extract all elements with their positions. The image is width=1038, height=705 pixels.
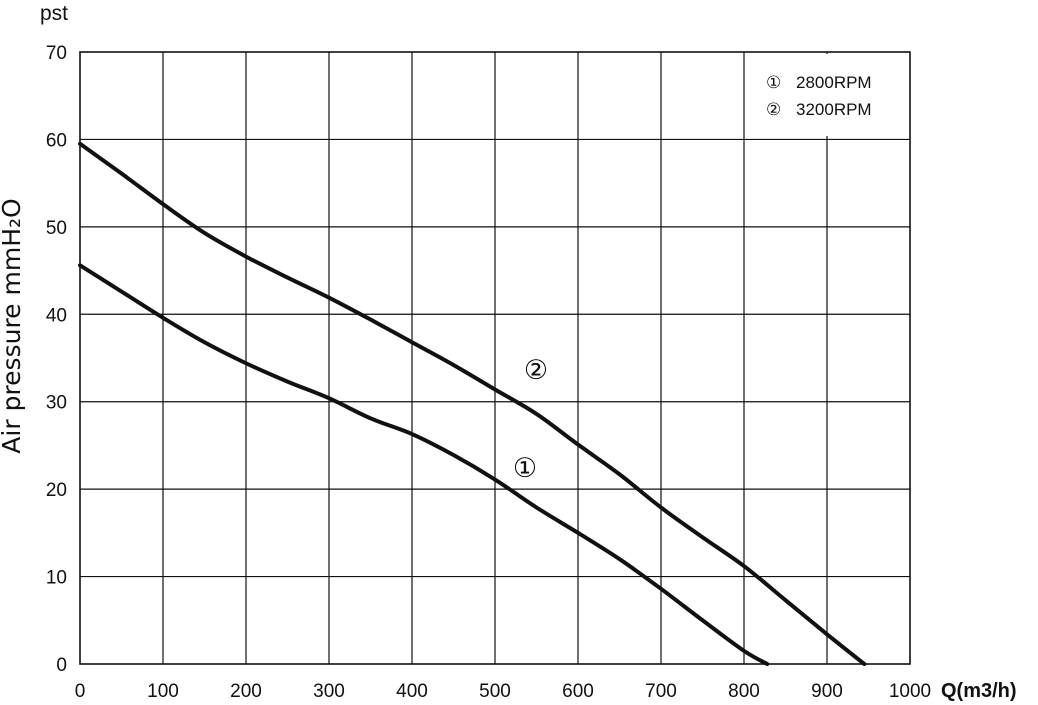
grid-lines bbox=[80, 52, 910, 664]
x-tick-label-900: 900 bbox=[811, 681, 843, 702]
x-tick-label-700: 700 bbox=[645, 681, 677, 702]
x-axis-title: Q(m3/h) bbox=[941, 680, 1017, 702]
y-tick-label-50: 50 bbox=[46, 218, 67, 239]
legend-marker-2: ② bbox=[766, 100, 781, 119]
x-tick-label-200: 200 bbox=[230, 681, 262, 702]
y-unit-label: pst bbox=[40, 2, 68, 25]
series-layer bbox=[78, 141, 867, 666]
y-tick-label-20: 20 bbox=[46, 480, 67, 501]
legend-background bbox=[748, 54, 908, 136]
legend: ① 2800RPM ② 3200RPM bbox=[766, 73, 872, 119]
x-tick-label-500: 500 bbox=[479, 681, 511, 702]
y-axis-title: Air pressure mmH₂O bbox=[0, 198, 26, 453]
x-tick-label-0: 0 bbox=[75, 681, 86, 702]
y-tick-label-30: 30 bbox=[46, 393, 67, 414]
series-line-2 bbox=[78, 141, 867, 666]
y-tick-label-0: 0 bbox=[56, 655, 67, 676]
legend-marker-1: ① bbox=[766, 73, 781, 92]
x-tick-label-100: 100 bbox=[147, 681, 179, 702]
x-tick-label-400: 400 bbox=[396, 681, 428, 702]
y-tick-label-40: 40 bbox=[46, 305, 67, 326]
x-tick-label-800: 800 bbox=[728, 681, 760, 702]
curve-label-2800rpm: ① bbox=[513, 453, 537, 484]
series-line-1 bbox=[78, 263, 770, 666]
x-tick-label-1000: 1000 bbox=[889, 681, 931, 702]
x-tick-labels: 0 100 200 300 400 500 600 700 800 900 1000 bbox=[75, 681, 931, 702]
y-tick-label-10: 10 bbox=[46, 568, 67, 589]
curve-label-3200rpm: ② bbox=[524, 355, 548, 386]
x-tick-label-300: 300 bbox=[313, 681, 345, 702]
y-tick-labels: 0 10 20 30 40 50 60 70 bbox=[46, 43, 67, 676]
y-tick-label-60: 60 bbox=[46, 130, 67, 151]
x-tick-label-600: 600 bbox=[562, 681, 594, 702]
plot-area-border bbox=[79, 51, 911, 665]
legend-label-2: 3200RPM bbox=[796, 100, 872, 119]
y-tick-label-70: 70 bbox=[46, 43, 67, 64]
legend-label-1: 2800RPM bbox=[796, 73, 872, 92]
